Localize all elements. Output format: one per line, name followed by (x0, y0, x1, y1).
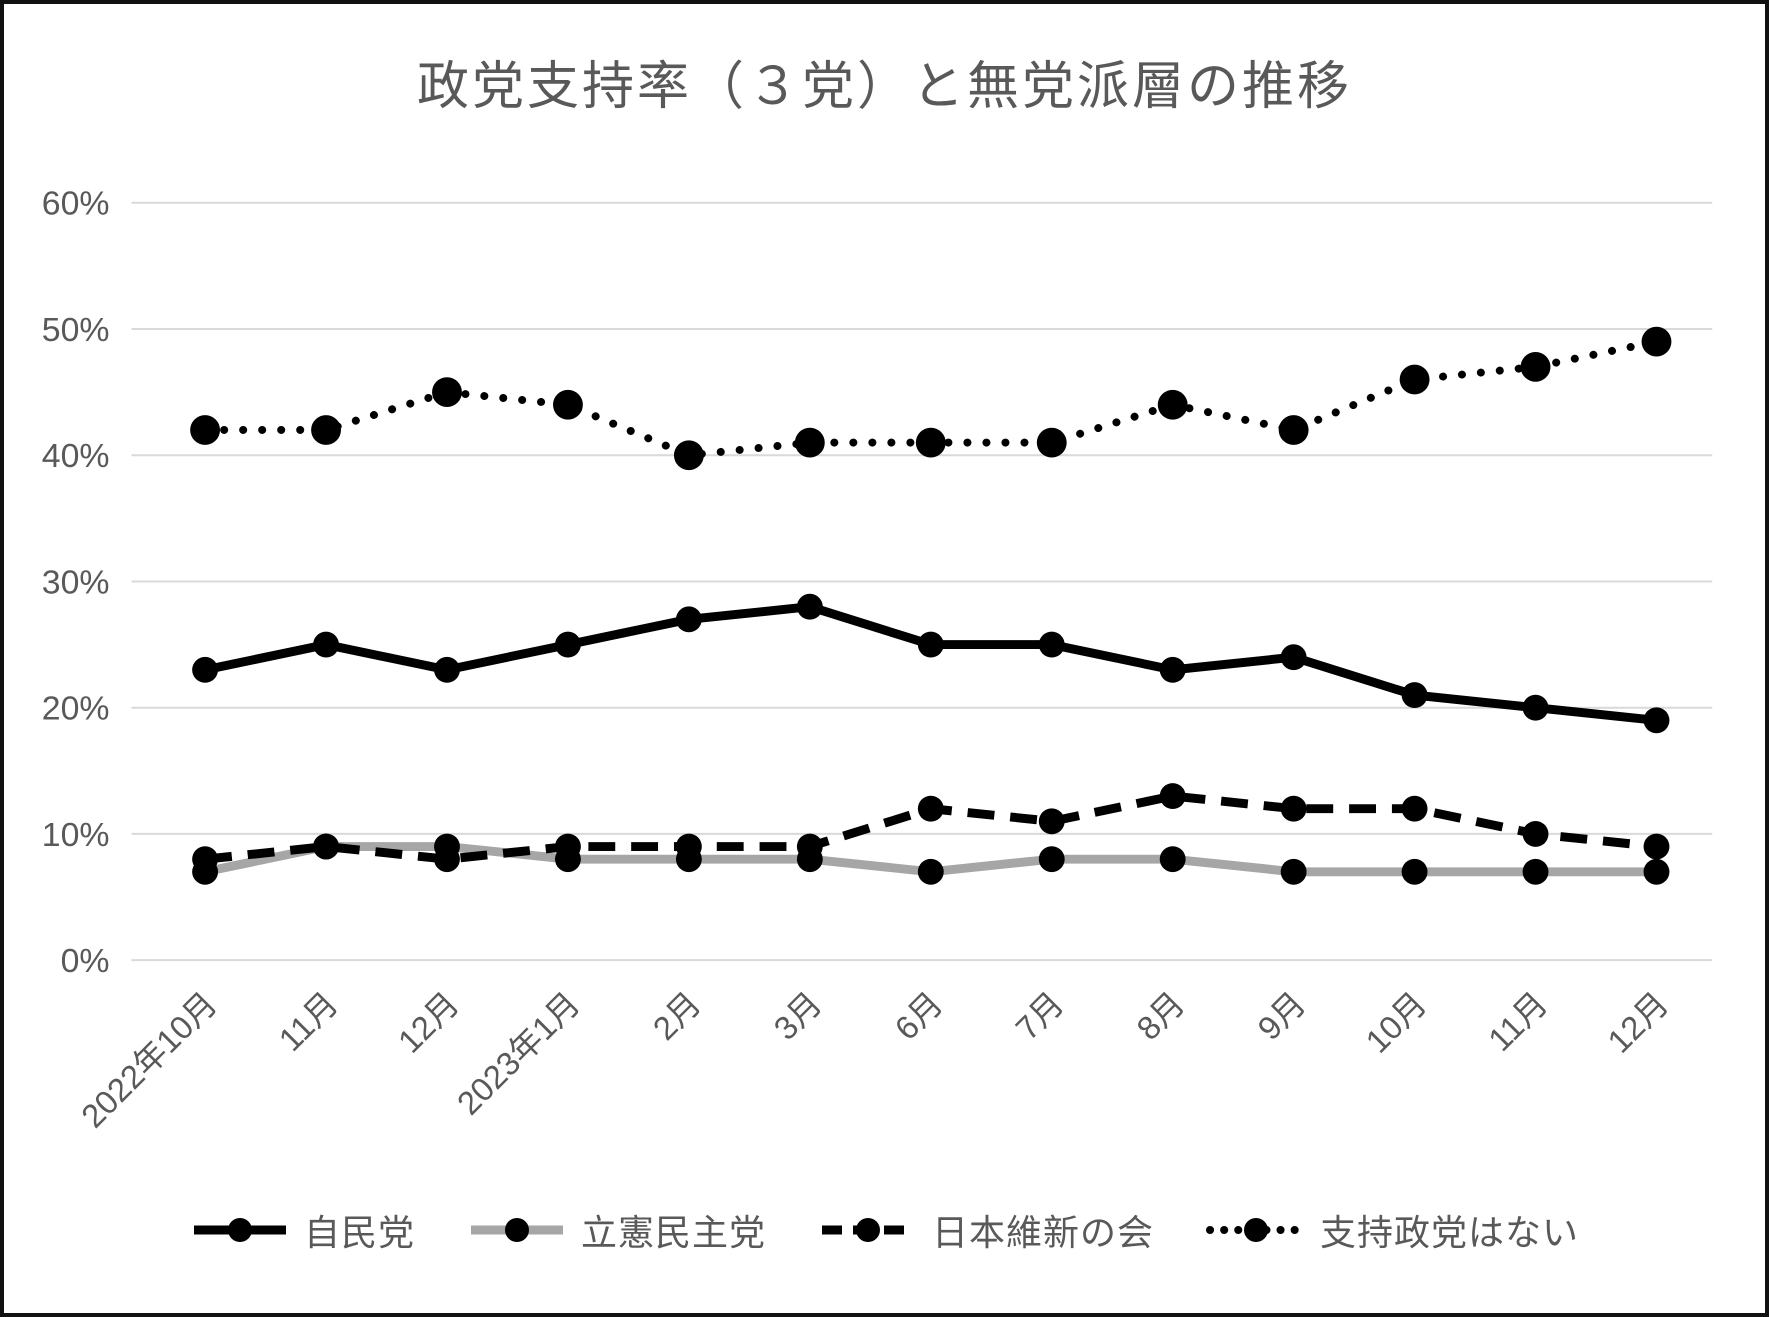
data-point-cdp-8 (1159, 846, 1186, 873)
x-axis-tick-label: 2月 (645, 985, 707, 1047)
y-axis-tick-label: 60% (42, 185, 110, 223)
data-point-ldp-11 (1522, 694, 1549, 721)
data-point-ishin-5 (796, 833, 823, 860)
chart-legend: 自民党 立憲民主党 日本維新の会 支持政党はない (4, 1204, 1765, 1256)
data-point-ldp-10 (1401, 682, 1428, 708)
data-point-ishin-1 (313, 833, 339, 860)
legend-label-ishin: 日本維新の会 (932, 1212, 1155, 1253)
data-point-cdp-6 (917, 858, 944, 885)
legend-line-sample-ishin (822, 1218, 914, 1242)
legend-item-ishin: 日本維新の会 (818, 1204, 1154, 1256)
data-point-ldp-8 (1159, 656, 1186, 683)
data-point-ldp-0 (192, 656, 219, 683)
data-point-mutohaso-1 (311, 415, 341, 445)
data-point-cdp-7 (1038, 846, 1065, 873)
data-point-ldp-4 (675, 606, 702, 633)
data-point-cdp-12 (1643, 858, 1670, 885)
data-point-mutohaso-6 (915, 427, 946, 458)
data-point-ishin-11 (1522, 821, 1549, 847)
legend-line-sample-cdp (470, 1218, 563, 1242)
data-point-mutohaso-11 (1520, 351, 1551, 382)
x-axis-tick-label: 12月 (391, 985, 466, 1060)
data-point-ishin-8 (1159, 783, 1186, 809)
legend-item-cdp: 立憲民主党 (467, 1204, 766, 1256)
legend-item-mutohaso: 支持政党はない (1206, 1204, 1579, 1256)
legend-line-sample-mutohaso (1206, 1218, 1307, 1242)
x-axis-tick-label: 11月 (1481, 985, 1555, 1058)
data-point-ldp-1 (313, 631, 339, 658)
legend-label-cdp: 立憲民主党 (580, 1212, 766, 1253)
data-point-ishin-0 (192, 846, 219, 873)
data-point-mutohaso-9 (1278, 415, 1309, 445)
series-line-ldp (204, 602, 1657, 725)
data-point-mutohaso-7 (1036, 427, 1067, 458)
legend-line-sample-ldp (193, 1218, 286, 1242)
data-point-mutohaso-10 (1399, 364, 1430, 395)
x-axis-tick-label: 9月 (1250, 985, 1312, 1047)
x-axis-tick-label: 3月 (766, 985, 828, 1047)
data-point-cdp-9 (1280, 858, 1307, 885)
x-axis-tick-label: 12月 (1600, 985, 1675, 1060)
data-point-ldp-7 (1038, 631, 1065, 658)
x-axis-tick-label: 7月 (1008, 985, 1070, 1047)
data-point-ldp-5 (796, 593, 823, 620)
data-point-mutohaso-3 (553, 389, 583, 420)
data-point-ishin-6 (917, 795, 944, 822)
legend-label-mutohaso: 支持政党はない (1320, 1212, 1580, 1253)
x-axis-tick-label: 10月 (1358, 985, 1433, 1060)
y-axis-tick-label: 10% (42, 816, 110, 854)
x-axis-tick-label: 6月 (887, 985, 949, 1047)
data-point-mutohaso-2 (432, 377, 462, 408)
y-axis-tick-label: 40% (42, 437, 110, 475)
data-point-ishin-4 (675, 833, 702, 860)
data-point-ishin-10 (1401, 795, 1428, 822)
chart-title: 政党支持率（３党）と無党派層の推移 (416, 58, 1352, 116)
y-axis-tick-label: 30% (42, 563, 110, 601)
data-point-ldp-3 (554, 631, 581, 658)
legend-item-ldp: 自民党 (190, 1204, 415, 1256)
data-point-ldp-6 (917, 631, 944, 658)
y-axis-tick-label: 50% (42, 311, 110, 349)
data-point-mutohaso-5 (794, 427, 825, 458)
data-point-cdp-10 (1401, 858, 1428, 885)
data-point-ldp-2 (434, 656, 460, 683)
line-chart-plot-area: 0%10%20%30%40%50%60%2022年10月 11月 12月2023年1… (42, 185, 1713, 1135)
x-axis-tick-label: 8月 (1129, 985, 1191, 1047)
data-point-mutohaso-8 (1157, 389, 1188, 420)
data-point-ishin-3 (554, 833, 581, 860)
y-axis-tick-label: 0% (61, 942, 110, 980)
data-point-mutohaso-4 (673, 440, 704, 471)
x-axis-tick-label: 2022年10月 (74, 985, 224, 1135)
data-point-mutohaso-12 (1641, 326, 1672, 357)
data-point-ishin-12 (1643, 833, 1670, 860)
y-axis-tick-label: 20% (42, 690, 110, 728)
x-axis-tick-label: 11月 (271, 985, 345, 1058)
data-point-ldp-9 (1280, 644, 1307, 671)
x-axis-tick-label: 2023年1月 (450, 985, 587, 1122)
data-point-ishin-7 (1038, 808, 1065, 835)
data-point-cdp-11 (1522, 858, 1549, 885)
data-point-mutohaso-0 (190, 415, 221, 445)
data-point-ldp-12 (1643, 707, 1670, 734)
data-point-ishin-9 (1280, 795, 1307, 822)
data-point-ishin-2 (434, 846, 460, 873)
legend-label-ldp: 自民党 (303, 1212, 415, 1253)
